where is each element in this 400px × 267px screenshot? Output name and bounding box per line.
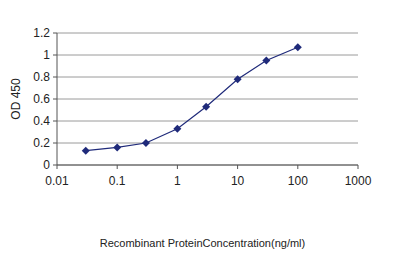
- y-tick-label: 0: [43, 158, 50, 172]
- grid-line: [57, 99, 358, 100]
- x-tick: [117, 165, 118, 169]
- y-tick: [53, 165, 57, 166]
- x-tick-label: 10: [231, 174, 245, 188]
- grid-line: [57, 165, 358, 166]
- y-tick: [53, 55, 57, 56]
- marker: [202, 103, 210, 111]
- y-tick: [53, 33, 57, 34]
- y-tick: [53, 99, 57, 100]
- y-tick-label: 0.2: [33, 136, 50, 150]
- line: [86, 47, 298, 150]
- x-axis-label: Recombinant ProteinConcentration(ng/ml): [100, 237, 305, 249]
- marker: [142, 139, 150, 147]
- y-tick: [53, 121, 57, 122]
- chart: 0 0.2 0.4 0.6 0.8 1 1.2 0.01 0.1 1 10 100 1000 OD 450…: [0, 0, 400, 267]
- grid-line: [57, 121, 358, 122]
- x-tick-label: 0.01: [45, 174, 69, 188]
- x-tick: [237, 165, 238, 169]
- x-tick: [57, 165, 58, 169]
- y-tick-label: 1.2: [33, 26, 50, 40]
- x-tick-label: 1: [174, 174, 181, 188]
- y-tick: [53, 77, 57, 78]
- y-tick-label: 0.6: [33, 92, 50, 106]
- grid-line: [57, 77, 358, 78]
- y-tick-label: 0.4: [33, 114, 50, 128]
- grid-line: [57, 33, 358, 34]
- marker: [294, 43, 302, 51]
- y-tick-label: 1: [43, 48, 50, 62]
- x-tick-label: 0.1: [109, 174, 126, 188]
- y-axis-label: OD 450: [9, 78, 23, 120]
- y-tick-label: 0.8: [33, 70, 50, 84]
- marker: [234, 75, 242, 83]
- x-tick: [177, 165, 178, 169]
- marker: [262, 57, 270, 65]
- grid-line: [57, 55, 358, 56]
- x-tick: [297, 165, 298, 169]
- x-axis: [57, 165, 358, 166]
- marker: [173, 125, 181, 133]
- x-tick: [358, 165, 359, 169]
- grid-line: [57, 143, 358, 144]
- x-tick-label: 100: [288, 174, 308, 188]
- data-group: [82, 43, 302, 154]
- y-axis: [57, 33, 58, 165]
- y-tick: [53, 143, 57, 144]
- marker: [113, 143, 121, 151]
- marker: [82, 147, 90, 155]
- x-tick-label: 1000: [345, 174, 372, 188]
